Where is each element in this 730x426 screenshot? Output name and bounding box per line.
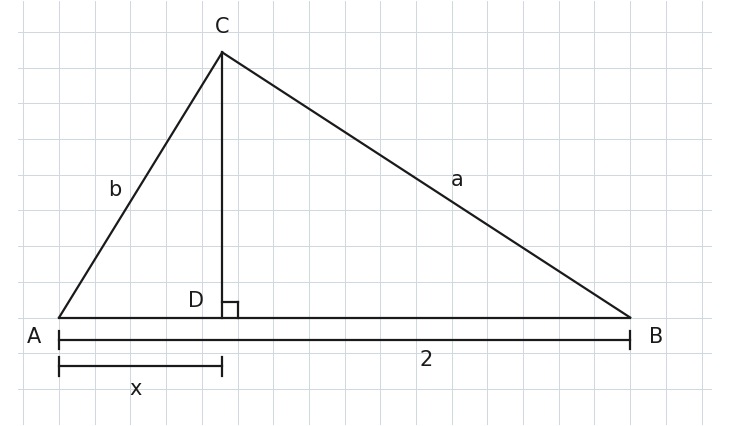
Text: a: a xyxy=(450,170,463,190)
Text: 2: 2 xyxy=(420,350,433,370)
Text: D: D xyxy=(188,291,204,311)
Text: A: A xyxy=(26,327,41,347)
Text: B: B xyxy=(648,327,663,347)
Text: x: x xyxy=(129,379,142,399)
Text: b: b xyxy=(109,180,122,200)
Text: C: C xyxy=(215,17,229,37)
